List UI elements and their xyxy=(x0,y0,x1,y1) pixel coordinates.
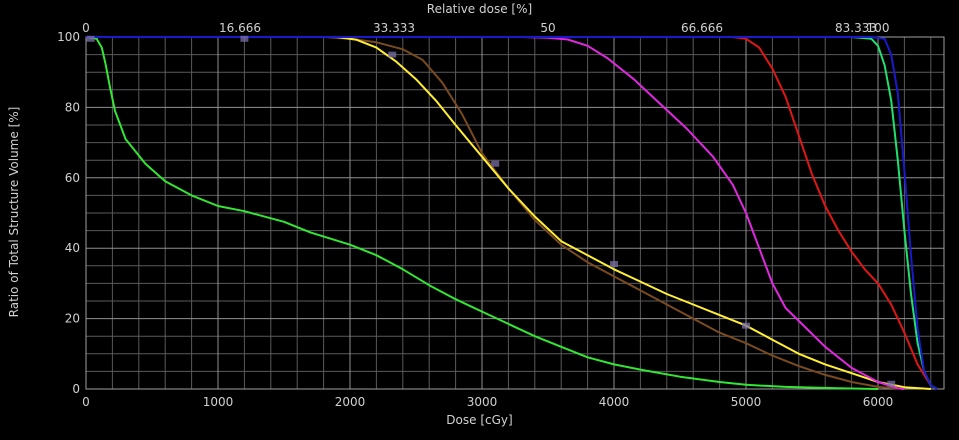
x-tick-label: 4000 xyxy=(599,395,630,409)
dvh-marker xyxy=(491,160,500,167)
x-tick-label: 3000 xyxy=(467,395,498,409)
x2-tick-label: 83.333 xyxy=(835,21,877,35)
x-tick-label: 6000 xyxy=(863,395,894,409)
series-line-red xyxy=(86,36,938,390)
y-tick-label: 20 xyxy=(65,312,80,326)
x2-tick-label: 100 xyxy=(867,21,890,35)
x2-tick-label: 16.666 xyxy=(219,21,261,35)
x2-tick-label: 50 xyxy=(540,21,555,35)
volume-axis-title: Ratio of Total Structure Volume [%] xyxy=(7,106,21,318)
dose-axis-title: Dose [cGy] xyxy=(446,413,513,427)
y-tick-label: 100 xyxy=(57,30,80,44)
dvh-marker xyxy=(610,261,618,268)
series-line-yellow xyxy=(86,36,931,390)
dvh-marker xyxy=(240,35,249,42)
y-tick-label: 80 xyxy=(65,100,80,114)
x-tick-label: 5000 xyxy=(731,395,762,409)
dvh-marker xyxy=(742,322,750,329)
dvh-marker xyxy=(86,35,95,42)
series-line-brown xyxy=(86,36,905,390)
y-tick-label: 0 xyxy=(72,382,80,396)
y-tick-label: 60 xyxy=(65,171,80,185)
x-tick-label: 1000 xyxy=(203,395,234,409)
x-tick-label: 0 xyxy=(82,395,90,409)
dvh-marker xyxy=(887,380,896,387)
x2-tick-label: 33.333 xyxy=(373,21,415,35)
series-line-blue xyxy=(86,36,938,390)
x2-tick-label: 66.666 xyxy=(681,21,723,35)
relative-dose-axis-title: Relative dose [%] xyxy=(426,2,533,16)
y-tick-label: 40 xyxy=(65,241,80,255)
dvh-marker xyxy=(388,51,397,58)
x-tick-label: 2000 xyxy=(335,395,366,409)
series-line-magenta xyxy=(86,36,905,390)
series-line-green-low xyxy=(85,36,879,390)
x2-tick-label: 0 xyxy=(82,21,90,35)
